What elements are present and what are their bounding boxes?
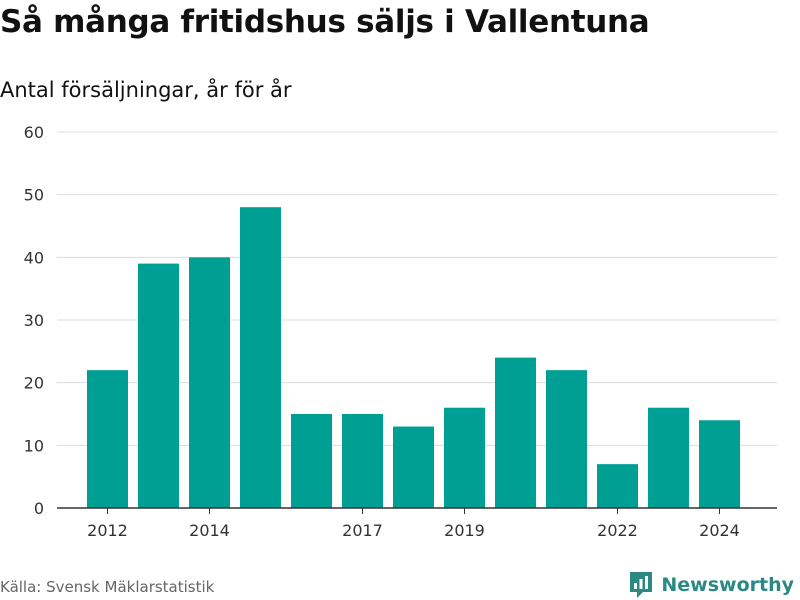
brand-logo[interactable]: Newsworthy	[628, 570, 794, 600]
y-tick-label: 0	[34, 499, 44, 518]
bar-2012	[87, 370, 128, 508]
x-tick-label: 2024	[699, 521, 740, 540]
bar-2017	[342, 414, 383, 508]
bar-2021	[546, 370, 587, 508]
chart-subtitle: Antal försäljningar, år för år	[0, 78, 292, 102]
y-tick-label: 50	[24, 186, 44, 205]
bar-2022	[597, 464, 638, 508]
y-tick-label: 60	[24, 123, 44, 142]
x-tick-label: 2012	[87, 521, 128, 540]
bar-2014	[189, 257, 230, 508]
y-tick-label: 30	[24, 311, 44, 330]
source-note: Källa: Svensk Mäklarstatistik	[0, 578, 215, 596]
y-tick-label: 20	[24, 374, 44, 393]
x-tick-label: 2014	[189, 521, 230, 540]
x-tick-label: 2022	[597, 521, 638, 540]
bar-2024	[699, 420, 740, 508]
x-axis-ticks: 2012 2014 2017 2019 2022 2024	[87, 508, 740, 540]
bars	[87, 207, 740, 508]
bar-2023	[648, 407, 689, 508]
bar-2018	[393, 426, 434, 508]
chart-title: Så många fritidshus säljs i Vallentuna	[0, 4, 650, 40]
bar-2020	[495, 357, 536, 508]
y-axis-ticks: 0 10 20 30 40 50 60	[24, 123, 44, 518]
x-tick-label: 2017	[342, 521, 383, 540]
y-tick-label: 10	[24, 436, 44, 455]
y-tick-label: 40	[24, 248, 44, 267]
bar-chart: 0 10 20 30 40 50 60 2012 2014 2017 2019 2022 2024	[24, 123, 777, 540]
bar-2013	[138, 263, 179, 508]
bar-2016	[291, 414, 332, 508]
x-tick-label: 2019	[444, 521, 485, 540]
brand-name: Newsworthy	[661, 574, 794, 596]
bar-2019	[444, 407, 485, 508]
newsworthy-logo-icon	[630, 572, 653, 598]
bar-2015	[240, 207, 281, 508]
